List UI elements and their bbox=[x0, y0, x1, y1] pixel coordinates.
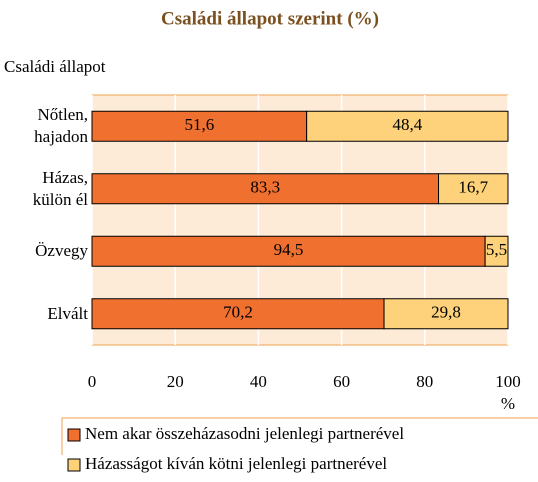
x-tick-label: 100 bbox=[495, 372, 521, 391]
x-tick-label: 20 bbox=[167, 372, 184, 391]
bar-segment bbox=[484, 235, 509, 267]
value-label: 16,7 bbox=[458, 178, 488, 197]
bar-segment bbox=[91, 173, 440, 205]
legend-swatch bbox=[67, 428, 81, 442]
y-axis-label: Családi állapot bbox=[4, 57, 106, 76]
bar-segment bbox=[91, 298, 385, 330]
y-tick-label: Nőtlen, hajadon bbox=[34, 105, 88, 147]
legend-label: Házasságot kíván kötni jelenlegi partner… bbox=[85, 454, 387, 473]
value-label: 94,5 bbox=[274, 240, 304, 259]
value-label: 48,4 bbox=[392, 115, 422, 134]
y-tick-label: Elvált bbox=[47, 303, 88, 323]
bar-segment bbox=[91, 235, 486, 267]
chart-title: Családi állapot szerint (%) bbox=[161, 8, 379, 29]
x-tick-label: 80 bbox=[416, 372, 433, 391]
bar-segment bbox=[438, 173, 509, 205]
bar-segment bbox=[383, 298, 509, 330]
x-axis-label: % bbox=[501, 394, 515, 413]
value-label: 70,2 bbox=[223, 303, 253, 322]
y-tick-label: Házas, külön él bbox=[32, 167, 88, 209]
x-tick-label: 60 bbox=[333, 372, 350, 391]
bar-segment bbox=[91, 110, 308, 142]
legend-border bbox=[61, 417, 538, 455]
value-label: 5,5 bbox=[486, 240, 507, 259]
x-tick-label: 0 bbox=[88, 372, 97, 391]
legend-label: Nem akar összeházasodni jelenlegi partne… bbox=[85, 424, 404, 443]
y-tick-label: Özvegy bbox=[35, 241, 88, 261]
x-tick-label: 40 bbox=[250, 372, 267, 391]
bar-segment bbox=[306, 110, 509, 142]
value-label: 83,3 bbox=[250, 178, 280, 197]
legend-swatch bbox=[67, 458, 81, 472]
value-label: 29,8 bbox=[431, 303, 461, 322]
value-label: 51,6 bbox=[184, 115, 214, 134]
